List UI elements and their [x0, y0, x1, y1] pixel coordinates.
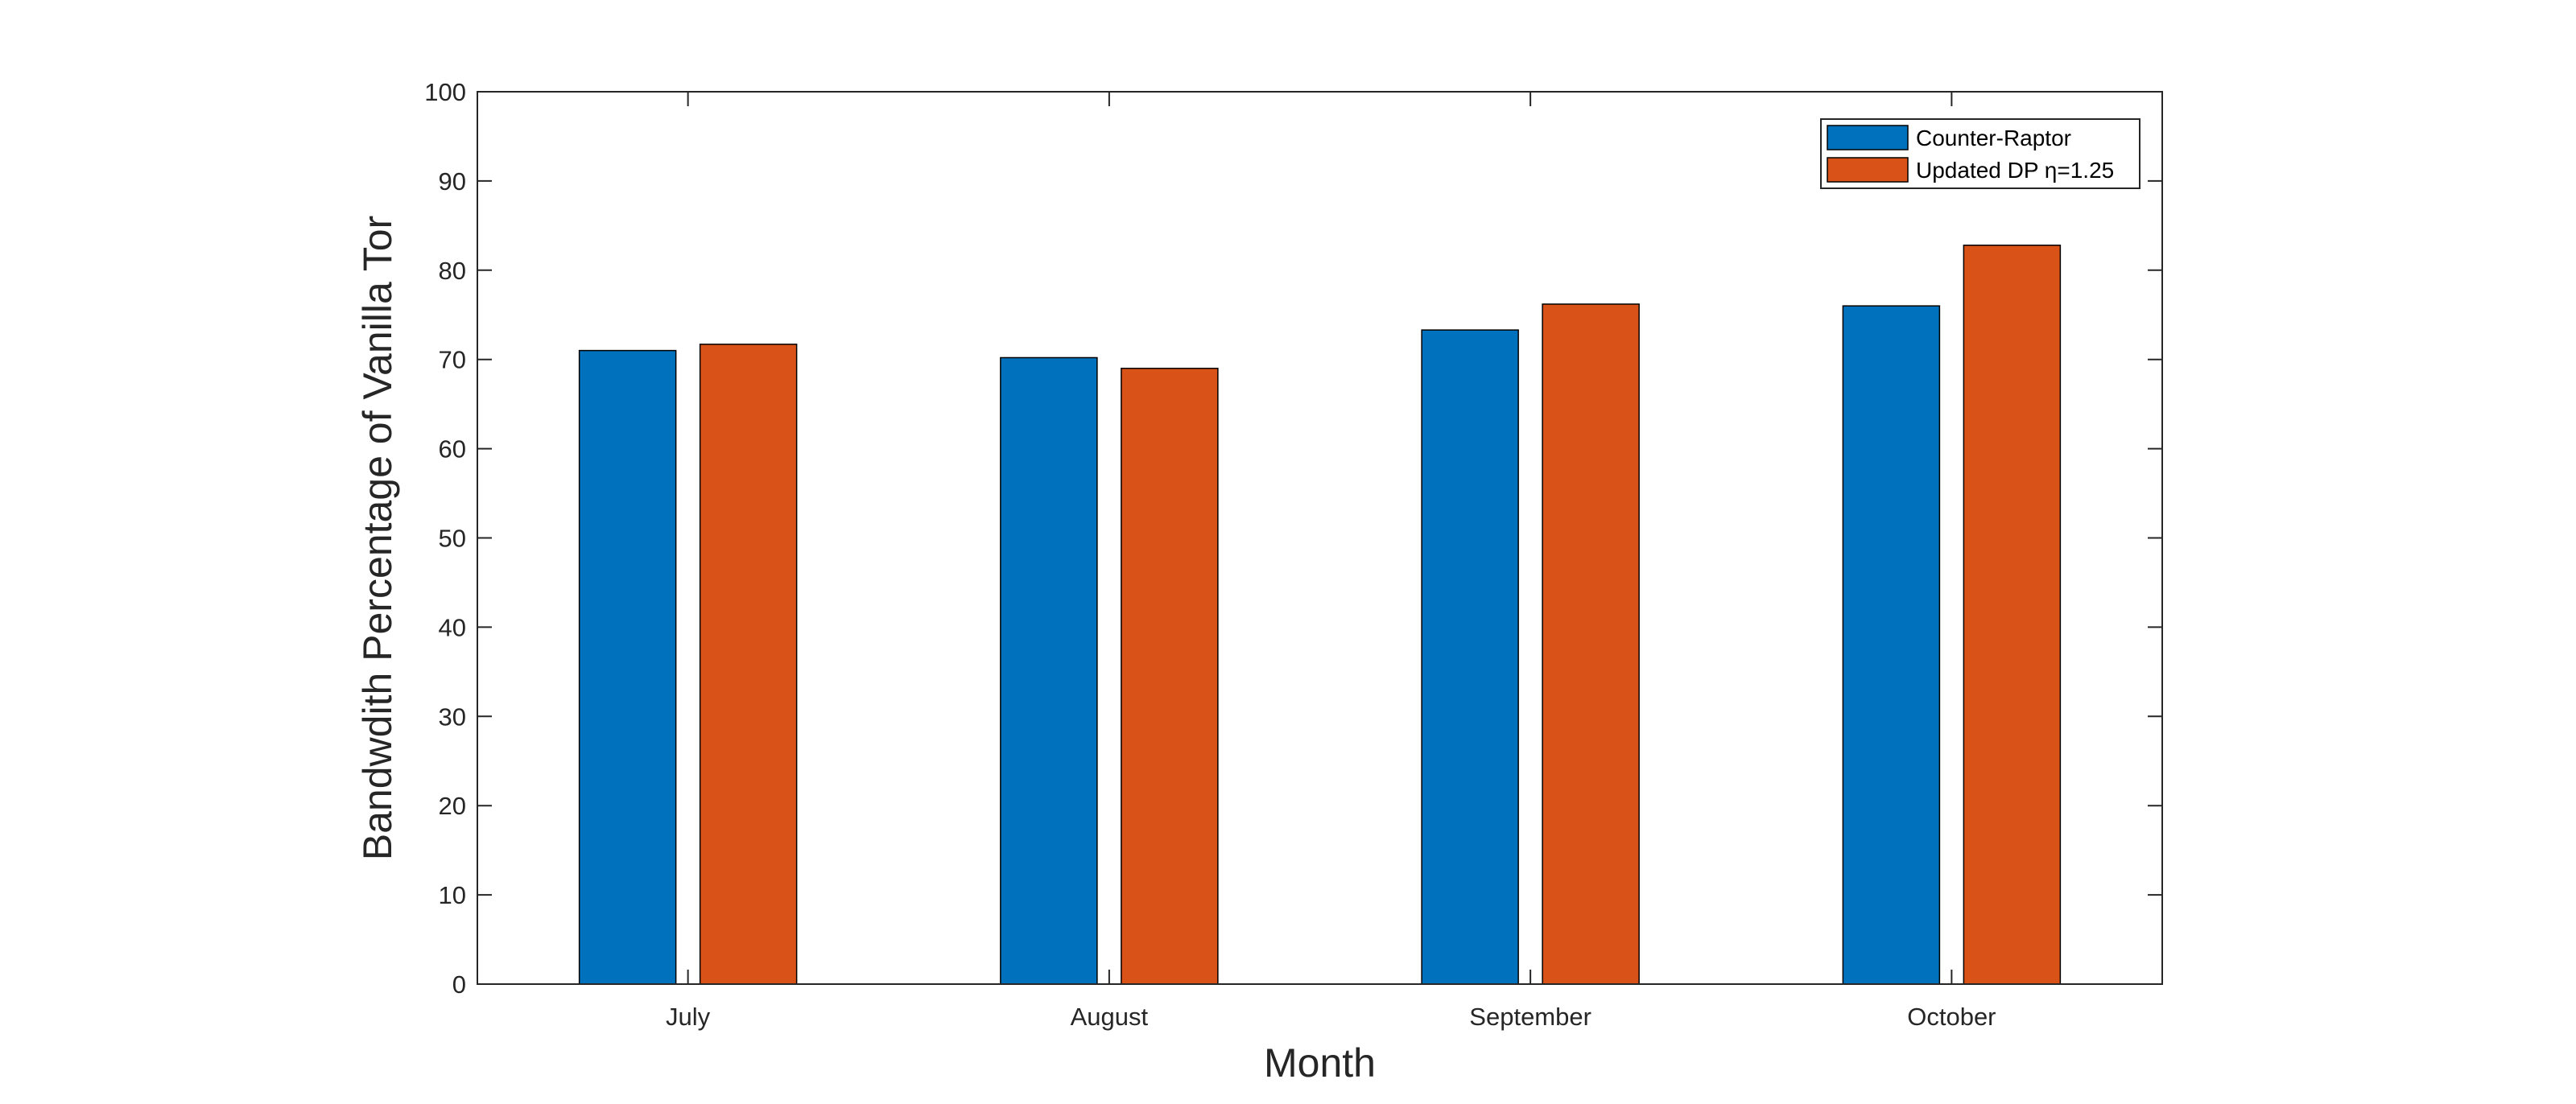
- bar-counter-raptor-october: [1842, 305, 1941, 985]
- x-tick-label: July: [666, 1003, 711, 1031]
- x-tick-label: August: [1071, 1003, 1149, 1031]
- y-tick-label: 60: [439, 435, 466, 463]
- bar-counter-raptor-july: [578, 349, 677, 985]
- legend-swatch-updated-dp: [1827, 157, 1909, 183]
- x-tick-label: September: [1469, 1003, 1591, 1031]
- y-tick-label: 30: [439, 702, 466, 731]
- y-tick-label: 50: [439, 525, 466, 553]
- legend-label-counter-raptor: Counter-Raptor: [1916, 126, 2071, 150]
- y-tick-label: 0: [452, 970, 466, 999]
- y-tick-label: 10: [439, 881, 466, 909]
- legend-swatch-counter-raptor: [1827, 125, 1909, 150]
- bar-updated-dp-october: [1963, 244, 2062, 985]
- bar-updated-dp-july: [699, 344, 798, 985]
- y-tick-label: 70: [439, 346, 466, 374]
- y-axis-title: Bandwdith Percentage of Vanilla Tor: [355, 216, 400, 860]
- x-axis-title: Month: [1264, 1040, 1376, 1085]
- bar-updated-dp-september: [1542, 303, 1640, 985]
- bar-updated-dp-august: [1121, 368, 1219, 985]
- x-tick-label: October: [1907, 1003, 1996, 1031]
- legend-label-updated-dp: Updated DP η=1.25: [1916, 158, 2114, 183]
- bar-counter-raptor-august: [1000, 356, 1098, 985]
- axes-layer: 0 10 20 30 40 50 60 70 80 90 100 July August Septembe…: [424, 78, 2163, 1031]
- y-tick-label: 90: [439, 167, 466, 196]
- y-tick-label: 20: [439, 792, 466, 820]
- y-tick-label: 80: [439, 257, 466, 285]
- bars-layer: [578, 244, 2062, 985]
- bar-counter-raptor-september: [1421, 329, 1519, 985]
- y-tick-label: 40: [439, 613, 466, 641]
- y-tick-label: 100: [424, 78, 466, 106]
- legend: Counter-Raptor Updated DP η=1.25: [1820, 118, 2140, 189]
